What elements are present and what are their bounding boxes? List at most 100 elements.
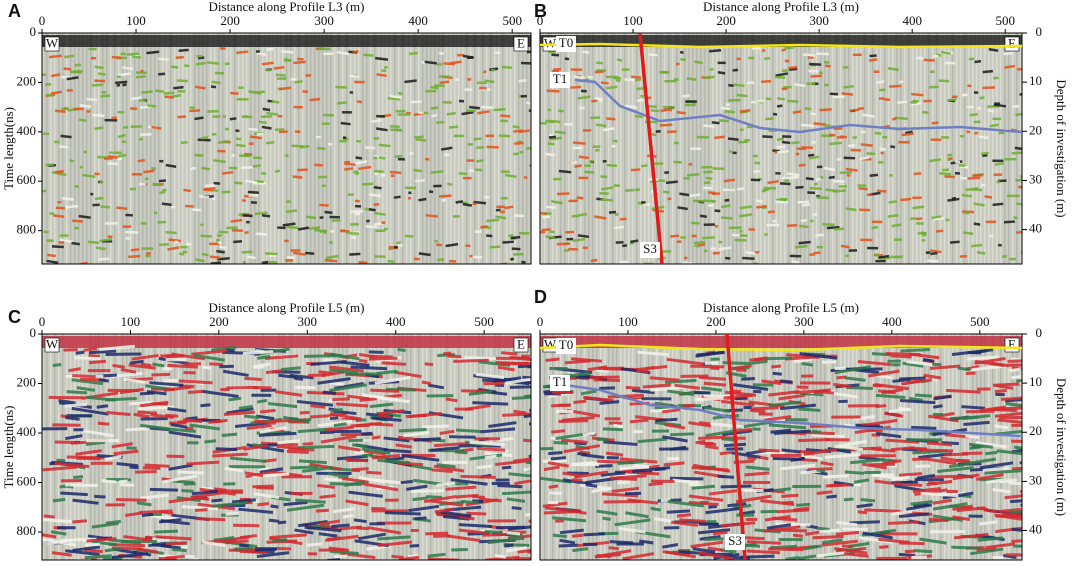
trace (668, 334, 670, 560)
reflection (712, 530, 728, 536)
trace (744, 334, 746, 560)
reflection (666, 457, 680, 461)
trace (402, 33, 404, 264)
reflection (391, 554, 404, 559)
reflection (776, 508, 810, 514)
reflection (157, 220, 167, 224)
reflection (138, 182, 146, 186)
reflection (947, 98, 957, 102)
reflection (425, 89, 437, 93)
y2-tick-label: 30 (1029, 171, 1042, 186)
reflection (294, 80, 303, 84)
reflection (898, 552, 916, 557)
reflection (205, 184, 215, 188)
reflection (302, 442, 314, 446)
reflection (835, 439, 867, 449)
reflection (113, 449, 139, 456)
plot-frame (41, 333, 532, 561)
reflection (47, 253, 56, 258)
reflection (825, 188, 838, 193)
trace (350, 334, 352, 560)
reflection (830, 391, 858, 399)
reflection (859, 156, 869, 161)
reflection (297, 168, 308, 172)
reflection (445, 485, 477, 491)
reflection (42, 518, 72, 524)
reflection (898, 140, 910, 144)
reflection (932, 413, 944, 417)
reflection (318, 548, 347, 552)
reflection (100, 94, 111, 98)
reflection (816, 52, 830, 56)
reflection (72, 374, 96, 379)
reflection (463, 176, 472, 180)
trace (784, 33, 786, 264)
trace (604, 33, 606, 264)
x-tick-label: 400 (408, 13, 428, 28)
reflection (354, 80, 365, 84)
reflection (680, 236, 686, 239)
reflection (581, 453, 605, 459)
reflection (349, 91, 354, 94)
reflection (776, 97, 785, 101)
trace (190, 33, 192, 264)
reflection (873, 70, 880, 74)
corner-label: W (544, 35, 557, 50)
reflection (804, 107, 812, 111)
reflection (803, 53, 816, 58)
reflection (71, 406, 109, 416)
reflection (229, 465, 266, 469)
reflection (973, 202, 985, 207)
reflection (1017, 67, 1022, 71)
reflection (613, 423, 624, 429)
trace (174, 334, 176, 560)
reflection (590, 258, 598, 263)
trace (972, 33, 974, 264)
reflection (683, 403, 695, 408)
trace (514, 334, 516, 560)
trace (422, 33, 424, 264)
reflection (191, 489, 218, 496)
reflection (1004, 157, 1017, 161)
reflection (87, 240, 100, 245)
reflection (916, 56, 924, 60)
annotation-bg (556, 338, 576, 354)
reflection (890, 446, 915, 452)
reflection (819, 108, 832, 112)
trace (928, 334, 930, 560)
trace (816, 33, 818, 264)
trace (608, 334, 610, 560)
reflection (45, 82, 52, 86)
reflection (97, 72, 106, 76)
reflection (761, 189, 767, 193)
reflection (664, 422, 686, 430)
trace (672, 334, 674, 560)
reflection (747, 359, 768, 366)
x-tick-label: 0 (537, 13, 544, 28)
reflection (369, 402, 394, 409)
reflection (928, 480, 938, 485)
reflection (973, 120, 981, 124)
trace (700, 334, 702, 560)
reflection (952, 473, 980, 481)
reflection (779, 379, 793, 384)
reflection (277, 114, 283, 118)
reflection (844, 552, 869, 558)
reflection (374, 255, 386, 258)
reflection (180, 140, 188, 145)
reflection (527, 550, 531, 554)
reflection (541, 228, 551, 232)
reflection (430, 106, 438, 110)
radargram (540, 334, 1022, 560)
reflection (441, 146, 453, 151)
trace (832, 33, 834, 264)
reflection (847, 404, 880, 408)
trace (174, 33, 176, 264)
reflection (225, 511, 239, 516)
reflection (158, 517, 182, 524)
reflection (762, 135, 773, 139)
reflection (942, 168, 950, 172)
reflection (625, 385, 641, 390)
reflection (547, 461, 569, 468)
